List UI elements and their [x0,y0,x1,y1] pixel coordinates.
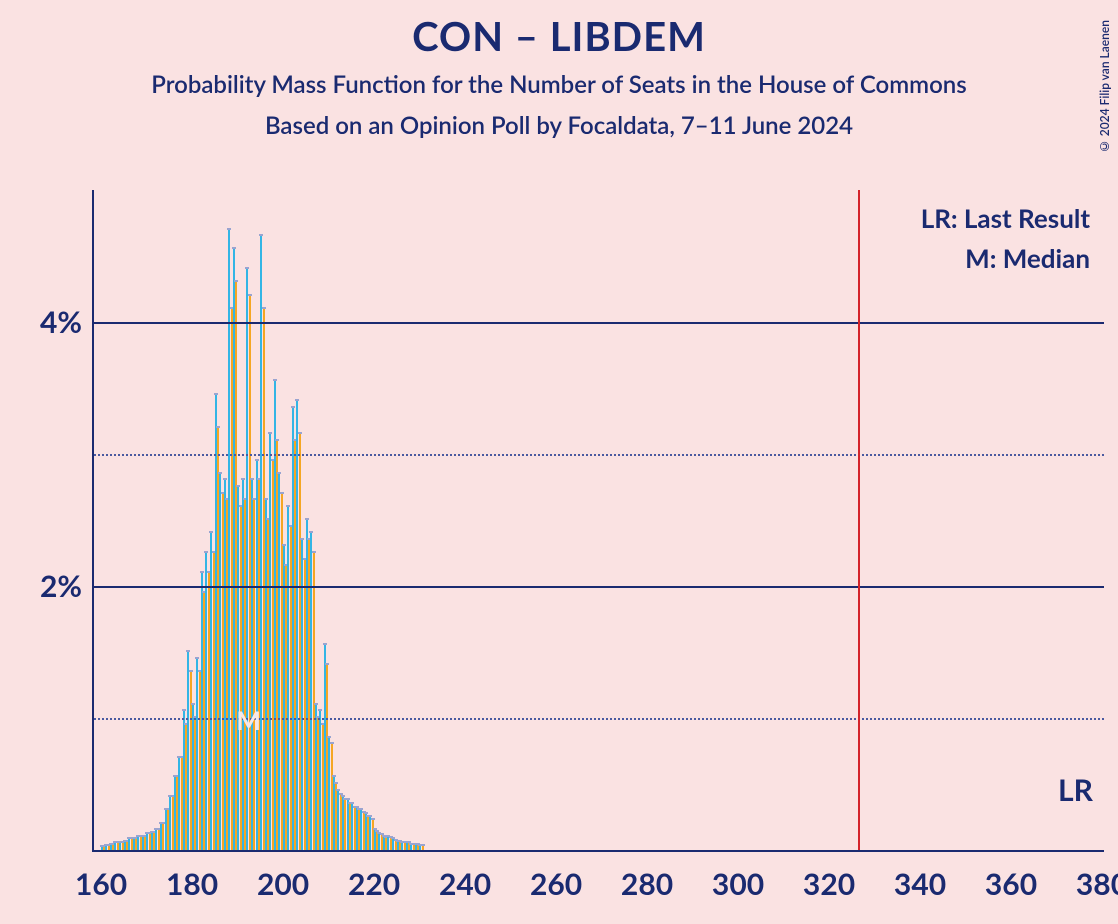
gridline [94,454,1104,456]
chart-subtitle-2: Based on an Opinion Poll by Focaldata, 7… [0,111,1118,140]
gridline [94,586,1104,588]
x-axis-label: 180 [166,866,218,902]
x-axis-label: 360 [985,866,1037,902]
x-axis-label: 340 [894,866,946,902]
bar-container [94,190,1104,850]
median-marker-label: M [236,704,261,736]
plot-area: LR: Last Result M: Median LR M [92,190,1104,852]
bar-series-b [422,846,424,850]
x-axis-label: 300 [712,866,764,902]
chart-title: CON – LIBDEM [0,12,1118,60]
y-axis-label: 2% [40,568,82,604]
copyright-text: © 2024 Filip van Laenen [1097,20,1112,154]
x-axis-label: 280 [621,866,673,902]
chart-area: LR: Last Result M: Median LR M 2%4% [92,190,1102,850]
lr-marker-label: LR [1058,772,1093,808]
chart-subtitle-1: Probability Mass Function for the Number… [0,70,1118,99]
x-axis-label: 320 [803,866,855,902]
legend-median: M: Median [965,242,1090,274]
y-axis-label: 4% [40,304,82,340]
x-axis-label: 160 [75,866,127,902]
last-result-line [858,190,860,850]
x-axis-label: 220 [348,866,400,902]
x-axis-label: 260 [530,866,582,902]
legend-lr: LR: Last Result [921,202,1090,234]
x-axis-label: 200 [257,866,309,902]
gridline [94,322,1104,324]
x-axis-label: 380 [1076,866,1118,902]
x-axis-labels: 160180200220240260280300320340360380 [92,866,1102,916]
x-axis-label: 240 [439,866,491,902]
